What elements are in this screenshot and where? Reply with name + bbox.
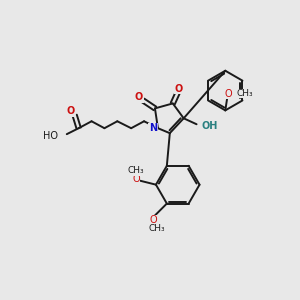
- Text: O: O: [67, 106, 75, 116]
- Text: O: O: [132, 174, 140, 184]
- Text: CH₃: CH₃: [128, 166, 144, 175]
- Text: HO: HO: [43, 131, 58, 141]
- Text: CH₃: CH₃: [148, 224, 165, 233]
- Text: O: O: [175, 84, 183, 94]
- Text: O: O: [149, 215, 157, 225]
- Text: O: O: [135, 92, 143, 103]
- Text: O: O: [224, 88, 232, 98]
- Text: N: N: [149, 123, 157, 133]
- Text: OH: OH: [202, 121, 218, 131]
- Text: CH₃: CH₃: [236, 89, 253, 98]
